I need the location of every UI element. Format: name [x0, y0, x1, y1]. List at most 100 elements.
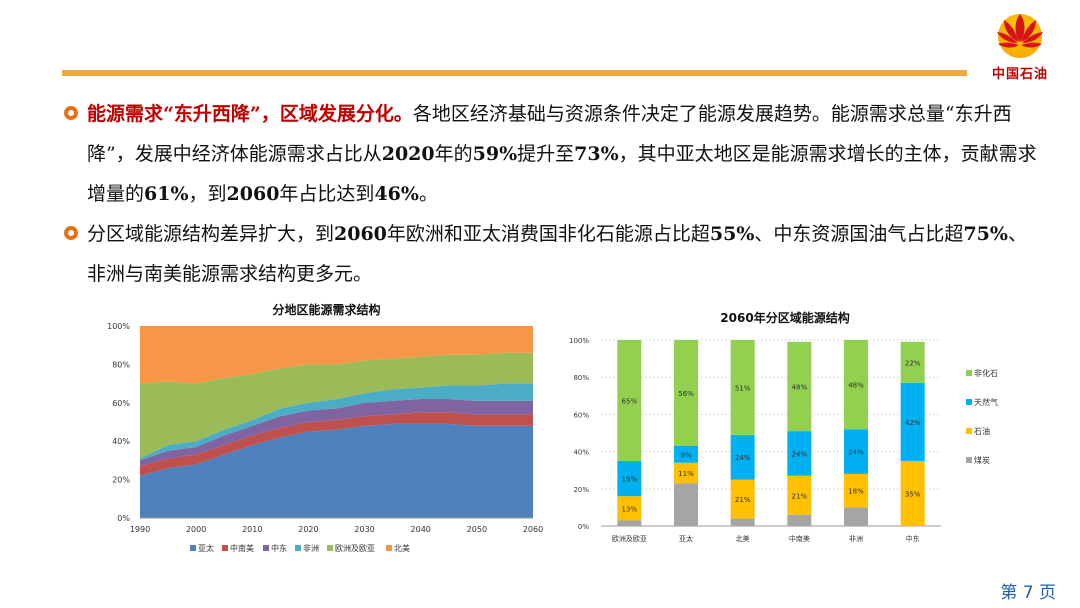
y-tick-label: 40%	[573, 449, 589, 457]
energy-structure-bar-chart: 2060年分区域能源结构 0% 20% 40% 60% 80% 100% 13% 19% 65% 欧…	[563, 300, 1003, 552]
body-text: 、中东资源国油气占比超	[754, 223, 964, 245]
data-label: 51%	[735, 384, 751, 392]
data-label: 19%	[622, 476, 638, 484]
bullet-headline: 能源需求“东升西降”，区域发展分化。	[87, 103, 413, 125]
chart-title: 2060年分区域能源结构	[720, 310, 849, 325]
page-number: 第 7 页	[1000, 578, 1056, 603]
x-tick-label: 2060	[523, 525, 543, 534]
bullet-body: 分区域能源结构差异扩大，到2060年欧洲和亚太消费国非化石能源占比超55%、中东…	[87, 223, 1027, 285]
data-label: 48%	[848, 382, 864, 390]
legend-label: 亚太	[198, 543, 214, 553]
data-label: 48%	[792, 384, 808, 392]
data-label: 24%	[848, 449, 864, 457]
bar-chart-svg: 2060年分区域能源结构 0% 20% 40% 60% 80% 100% 13% 19% 65% 欧…	[569, 310, 998, 543]
bar-segment	[787, 514, 812, 526]
x-tick-label: 1990	[130, 525, 150, 534]
body-text: 提升至	[517, 143, 575, 165]
bar-segment	[674, 340, 698, 447]
bar-segment	[844, 340, 868, 430]
x-tick-label: 中东	[906, 534, 920, 543]
bar-segment	[617, 340, 642, 461]
area-series	[140, 423, 533, 518]
legend-label: 北美	[394, 543, 410, 553]
bold-figure: 75%	[963, 223, 1008, 245]
page-suffix: 页	[1039, 583, 1056, 603]
area-series	[140, 398, 533, 467]
x-tick-label: 亚太	[679, 534, 693, 543]
data-label: 42%	[905, 419, 921, 427]
bullet-point-1: 能源需求“东升西降”，区域发展分化。各地区经济基础与资源条件决定了能源发展趋势。…	[62, 94, 1037, 214]
bar-segment	[730, 434, 755, 480]
bar-segment	[787, 475, 812, 515]
legend-swatch	[190, 545, 196, 551]
bold-figure: 59%	[472, 143, 518, 165]
x-tick-label: 北美	[736, 534, 750, 543]
brand-name: 中国石油	[991, 67, 1048, 82]
bold-figure: 2020	[381, 143, 435, 165]
bullet-list: 能源需求“东升西降”，区域发展分化。各地区经济基础与资源条件决定了能源发展趋势。…	[62, 94, 1037, 294]
x-tick-label: 欧洲及欧亚	[612, 534, 647, 543]
bar-segment	[674, 483, 698, 526]
legend-label: 非化石	[974, 368, 998, 378]
page-number-value: 7	[1022, 583, 1034, 603]
legend-swatch	[222, 545, 228, 551]
area-series	[140, 412, 533, 476]
body-text: 年欧洲和亚太消费国非化石能源占比超	[386, 223, 710, 245]
bar-segment	[730, 340, 755, 435]
legend-label: 非洲	[303, 543, 319, 553]
body-text: 年占比达到	[279, 183, 375, 205]
y-tick-label: 60%	[573, 411, 589, 419]
x-tick-label: 2040	[411, 525, 431, 534]
y-tick-label: 0%	[578, 523, 589, 531]
bullet-circle-icon	[64, 226, 78, 240]
x-tick-label: 中南美	[789, 534, 810, 543]
bar-segment	[787, 431, 812, 476]
data-label: 18%	[848, 488, 864, 496]
data-label: 21%	[792, 492, 808, 500]
header-divider	[62, 70, 967, 76]
bold-figure: 73%	[574, 143, 619, 165]
legend-label: 石油	[974, 426, 990, 436]
legend-swatch	[327, 545, 333, 551]
bold-figure: 46%	[374, 183, 419, 205]
bold-figure: 61%	[144, 183, 189, 205]
bar-segment	[900, 341, 925, 383]
body-text: 。	[418, 183, 438, 205]
y-tick-label: 80%	[573, 374, 589, 382]
y-tick-label: 40%	[112, 437, 130, 446]
legend-swatch	[966, 399, 972, 405]
data-label: 56%	[678, 390, 694, 398]
bar-segment	[617, 520, 642, 526]
bar-segment	[730, 479, 755, 519]
bar-segment	[730, 518, 755, 526]
legend-swatch	[966, 457, 972, 463]
y-tick-label: 0%	[117, 514, 130, 523]
bar-segment	[900, 460, 925, 526]
y-tick-label: 60%	[112, 399, 130, 408]
legend-swatch	[966, 370, 972, 376]
bar-segment	[617, 460, 642, 497]
data-label: 9%	[680, 451, 691, 459]
data-label: 22%	[905, 359, 921, 367]
area-series	[140, 352, 533, 459]
legend-label: 煤炭	[974, 455, 990, 465]
legend-label: 欧洲及欧亚	[335, 543, 375, 553]
bullet-point-2: 分区域能源结构差异扩大，到2060年欧洲和亚太消费国非化石能源占比超55%、中东…	[62, 214, 1037, 294]
data-label: 35%	[905, 490, 921, 498]
body-text: 各地区经济基础与资源条件决定了能源发展趋势。能源需求总量“东升西降”，发展中经济…	[87, 103, 1012, 165]
bar-segment	[617, 496, 642, 521]
y-tick-label: 100%	[107, 322, 130, 331]
data-label: 21%	[735, 496, 751, 504]
legend-label: 天然气	[974, 397, 998, 407]
y-tick-label: 20%	[112, 476, 130, 485]
x-tick-label: 非洲	[849, 534, 863, 543]
regional-demand-area-chart: 分地区能源需求结构 0% 20% 40% 60% 80% 100% 1990 2000 2010 2…	[98, 296, 558, 562]
body-text: 、非洲与南美能源需求结构更多元。	[87, 223, 1027, 285]
data-label: 13%	[622, 505, 638, 513]
legend-swatch	[966, 428, 972, 434]
bold-figure: 2060	[226, 183, 280, 205]
bar-segment	[674, 462, 698, 484]
bar-segment	[674, 446, 698, 463]
bullet-body: 各地区经济基础与资源条件决定了能源发展趋势。能源需求总量“东升西降”，发展中经济…	[87, 103, 1037, 205]
legend-label: 中东	[271, 543, 287, 553]
